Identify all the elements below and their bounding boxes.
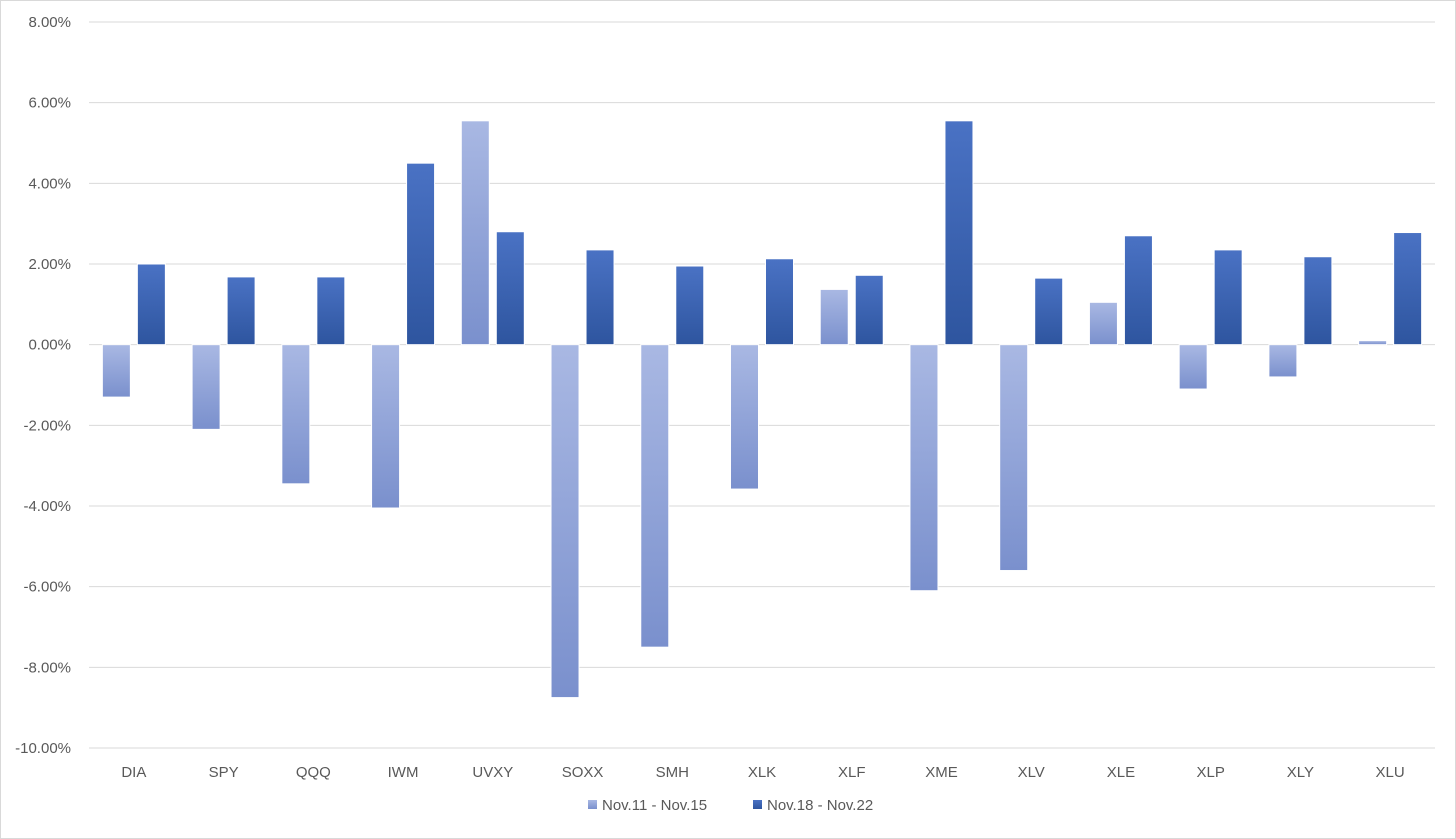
x-tick-label: QQQ	[296, 764, 331, 781]
bar-xlp-series-1	[1178, 344, 1208, 390]
bar-iwm-series-1	[371, 344, 401, 509]
x-tick-label: XLU	[1376, 764, 1405, 781]
bar-smh-series-1	[640, 344, 670, 648]
y-tick-label: 2.00%	[28, 256, 71, 273]
bar-xly-series-2	[1303, 256, 1333, 346]
bar-xme-series-2	[944, 120, 974, 346]
bar-uvxy-series-2	[495, 231, 525, 346]
y-tick-label: 6.00%	[28, 95, 71, 112]
bar-xlf-series-1	[819, 288, 849, 346]
bar-smh-series-2	[675, 265, 705, 346]
y-axis-tick-labels: 8.00% 6.00% 4.00% 2.00% 0.00% -2.00% -4.00% -6.…	[15, 14, 71, 757]
x-tick-label: SOXX	[562, 764, 604, 781]
x-tick-label: IWM	[388, 764, 419, 781]
x-tick-label: SPY	[209, 764, 239, 781]
bar-spy-series-1	[191, 344, 221, 430]
bar-qqq-series-2	[316, 276, 346, 346]
bar-xlv-series-1	[999, 344, 1029, 572]
bar-xme-series-1	[909, 344, 939, 592]
x-tick-label: XLK	[748, 764, 776, 781]
bar-xle-series-2	[1123, 235, 1153, 346]
bar-uvxy-series-1	[460, 120, 490, 346]
bar-spy-series-2	[226, 276, 256, 346]
bar-xly-series-1	[1268, 344, 1298, 378]
gridlines	[89, 21, 1435, 749]
legend-label-series-1: Nov.11 - Nov.15	[602, 797, 707, 814]
y-tick-label: 4.00%	[28, 175, 71, 192]
y-tick-label: -2.00%	[23, 417, 71, 434]
bar-soxx-series-2	[585, 249, 615, 346]
y-tick-label: 0.00%	[28, 337, 71, 354]
x-tick-label: XLE	[1107, 764, 1135, 781]
bar-xlf-series-2	[854, 274, 884, 346]
y-tick-label: -4.00%	[23, 498, 71, 515]
legend: Nov.11 - Nov.15 Nov.18 - Nov.22	[588, 797, 873, 814]
legend-swatch-series-2	[753, 800, 762, 809]
bar-xlp-series-2	[1213, 249, 1243, 346]
bar-xlk-series-2	[765, 258, 794, 346]
legend-swatch-series-1	[588, 800, 597, 809]
x-tick-label: XLP	[1196, 764, 1224, 781]
x-tick-label: XLY	[1287, 764, 1314, 781]
legend-label-series-2: Nov.18 - Nov.22	[767, 797, 873, 814]
bars	[101, 120, 1423, 699]
y-tick-label: 8.00%	[28, 14, 71, 31]
x-tick-label: UVXY	[472, 764, 513, 781]
x-tick-label: XME	[925, 764, 958, 781]
y-tick-label: -6.00%	[23, 579, 71, 596]
bar-xlu-series-1	[1358, 340, 1388, 346]
x-axis-category-labels: DIA SPY QQQ IWM UVXY SOXX SMH XLK XLF XME XLV XLE XL…	[121, 764, 1404, 781]
bar-xlk-series-1	[730, 344, 759, 490]
bar-dia-series-2	[136, 263, 166, 346]
bar-xlv-series-2	[1034, 277, 1064, 346]
x-tick-label: DIA	[121, 764, 146, 781]
x-tick-label: XLV	[1018, 764, 1045, 781]
y-tick-label: -8.00%	[23, 659, 71, 676]
bar-qqq-series-1	[281, 344, 311, 485]
bar-dia-series-1	[101, 344, 131, 398]
x-tick-label: XLF	[838, 764, 866, 781]
bar-iwm-series-2	[406, 162, 436, 346]
bar-soxx-series-1	[550, 344, 580, 699]
bar-xlu-series-2	[1393, 232, 1423, 346]
x-tick-label: SMH	[656, 764, 689, 781]
y-tick-label: -10.00%	[15, 740, 71, 757]
bar-xle-series-1	[1088, 301, 1118, 346]
